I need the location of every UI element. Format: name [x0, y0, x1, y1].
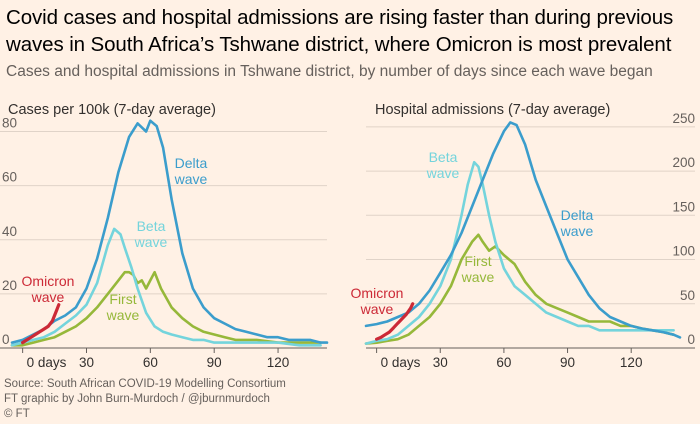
series-label-line: wave — [560, 223, 594, 239]
series-label-line: Beta — [429, 149, 458, 165]
series-label-line: Delta — [561, 207, 594, 223]
credit-note: FT graphic by John Burn-Murdoch / @jburn… — [4, 393, 270, 405]
y-tick-label: 60 — [2, 170, 17, 185]
y-tick-label: 40 — [2, 224, 17, 239]
series-label-delta: Delta wave — [174, 155, 208, 187]
series-line-delta — [10, 119, 329, 344]
chart-panel-1: Cases per 100k (7-day average) 0 20 40 60 80 0… — [0, 102, 329, 370]
series-label-omicron: Omicron wave — [351, 285, 404, 317]
chart-title: Covid cases and hospital admissions are … — [6, 6, 674, 56]
series-label-line: Beta — [137, 218, 166, 234]
series-label-first: First wave — [461, 253, 495, 285]
series-line-omicron — [21, 303, 61, 345]
series-line-first — [364, 233, 675, 345]
y-tick-label: 50 — [680, 288, 695, 303]
series-label-line: wave — [174, 171, 208, 187]
copyright-note: © FT — [4, 408, 30, 420]
y-tick-label: 100 — [672, 244, 695, 259]
charts-canvas: Cases per 100k (7-day average) 0 20 40 60 80 0… — [0, 102, 695, 370]
panel-title: Cases per 100k (7-day average) — [8, 102, 216, 118]
series-label-line: wave — [134, 234, 168, 250]
series-label-line: wave — [426, 165, 460, 181]
x-tick-label: 120 — [620, 355, 643, 370]
series-label-beta: Beta wave — [426, 149, 460, 181]
series-line-beta — [364, 160, 675, 345]
series-label-line: wave — [461, 269, 495, 285]
chart-subtitle: Cases and hospital admissions in Tshwane… — [6, 63, 653, 80]
x-tick-label: 60 — [496, 355, 511, 370]
y-tick-label: 20 — [2, 278, 17, 293]
series-label-line: Omicron — [351, 285, 404, 301]
footer: Source: South African COVID-19 Modelling… — [4, 377, 286, 422]
series-label-line: Omicron — [22, 273, 75, 289]
y-tick-label: 80 — [2, 116, 17, 131]
series-label-line: wave — [360, 301, 394, 317]
y-tick-label: 250 — [672, 111, 695, 126]
series-label-beta: Beta wave — [134, 218, 168, 250]
x-tick-label: 90 — [560, 355, 575, 370]
series-line-omicron — [375, 302, 415, 341]
series-label-first: First wave — [106, 291, 140, 323]
y-tick-label: 0 — [687, 332, 695, 347]
series-label-line: First — [109, 291, 136, 307]
x-tick-label: 30 — [79, 355, 94, 370]
x-tick-label: 0 days — [27, 355, 67, 370]
series-line-first — [10, 270, 322, 347]
series-line-beta — [10, 227, 322, 347]
series-label-line: wave — [106, 307, 140, 323]
series-line-delta — [364, 121, 682, 339]
series-label-omicron: Omicron wave — [22, 273, 75, 305]
y-tick-label: 150 — [672, 199, 695, 214]
x-tick-label: 30 — [433, 355, 448, 370]
chart-panel-2: Hospital admissions (7-day average) 0 50 10… — [351, 102, 695, 370]
series-label-line: Delta — [175, 155, 208, 171]
source-note: Source: South African COVID-19 Modelling… — [4, 378, 286, 390]
y-tick-label: 0 — [2, 332, 10, 347]
y-tick-label: 200 — [672, 155, 695, 170]
series-label-line: wave — [31, 289, 65, 305]
x-tick-label: 120 — [267, 355, 290, 370]
x-tick-label: 60 — [143, 355, 158, 370]
series-label-delta: Delta wave — [560, 207, 594, 239]
series-label-line: First — [464, 253, 491, 269]
x-tick-label: 90 — [207, 355, 222, 370]
panel-title: Hospital admissions (7-day average) — [375, 102, 610, 118]
x-tick-label: 0 days — [381, 355, 421, 370]
